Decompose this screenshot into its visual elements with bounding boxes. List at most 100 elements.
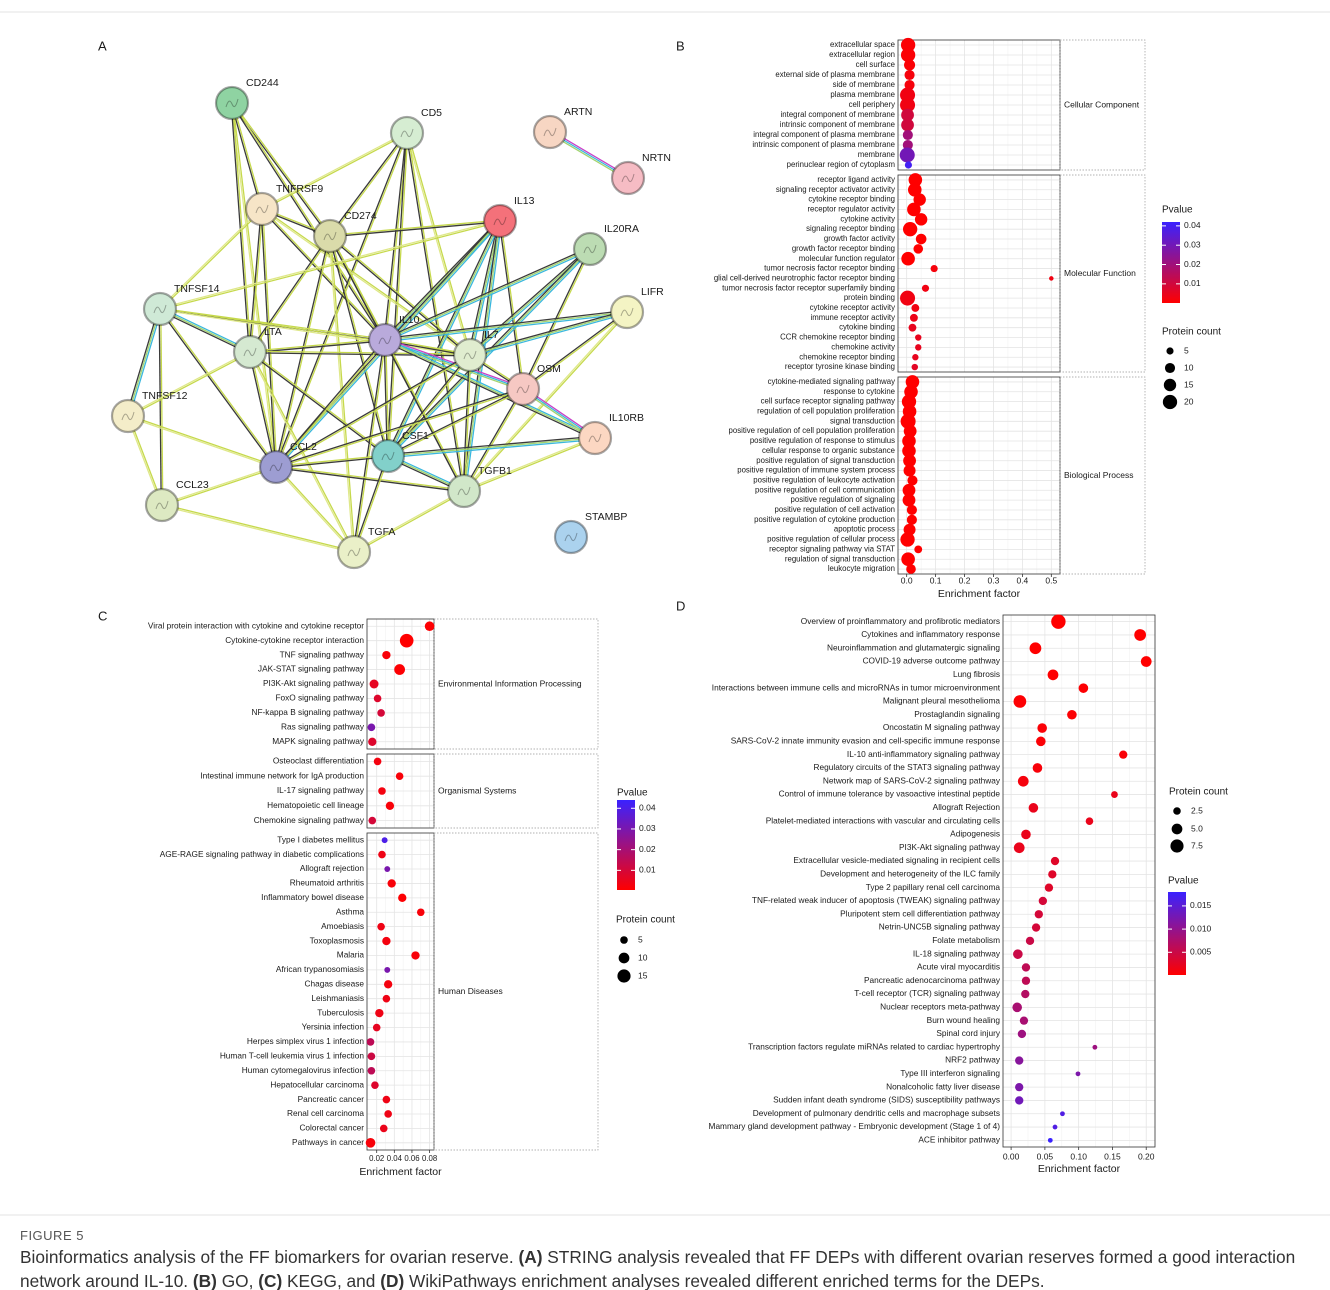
- x-tick-label: 0.02: [369, 1154, 384, 1163]
- term-label: positive regulation of signaling: [791, 495, 895, 504]
- dot: [368, 1067, 376, 1075]
- dot: [380, 1125, 388, 1133]
- x-axis-label: Enrichment factor: [938, 588, 1021, 600]
- node-label: IL10RB: [609, 412, 644, 424]
- dot: [1039, 897, 1047, 905]
- x-tick-label: 0.3: [988, 575, 1000, 585]
- x-axis-label: Enrichment factor: [1038, 1163, 1121, 1175]
- term-label: positive regulation of leukocyte activat…: [753, 475, 895, 484]
- dot: [377, 923, 385, 931]
- caption-text: (A): [518, 1247, 542, 1267]
- dot: [368, 738, 376, 746]
- dot: [1049, 276, 1054, 281]
- dot: [382, 837, 388, 843]
- term-label: cytokine binding: [839, 323, 895, 332]
- term-label: Herpes simplex virus 1 infection: [247, 1036, 365, 1046]
- term-label: immune receptor activity: [811, 313, 896, 322]
- term-label: Development of pulmonary dendritic cells…: [753, 1108, 1000, 1118]
- term-label: integral component of membrane: [781, 110, 895, 119]
- term-label: positive regulation of cytokine producti…: [754, 515, 895, 524]
- dot: [382, 937, 390, 945]
- dot: [905, 161, 912, 168]
- dot: [1021, 990, 1029, 998]
- term-label: leukocyte migration: [828, 564, 895, 573]
- term-label: Allograft rejection: [300, 863, 364, 873]
- term-label: Intestinal immune network for IgA produc…: [200, 770, 364, 780]
- panel-label: A: [98, 38, 107, 53]
- dot: [1018, 1030, 1026, 1038]
- term-label: positive regulation of cellular process: [767, 535, 895, 544]
- size-key-label: 10: [638, 952, 648, 962]
- network-edge: [128, 415, 276, 466]
- size-key: [1165, 363, 1175, 373]
- dot: [1067, 710, 1077, 720]
- dot: [1037, 723, 1047, 733]
- figure-caption: Bioinformatics analysis of the FF biomar…: [20, 1245, 1320, 1290]
- facet-label: Cellular Component: [1064, 99, 1140, 109]
- dot: [1036, 737, 1046, 747]
- dot: [384, 866, 390, 872]
- dot: [383, 995, 391, 1003]
- dot: [373, 1024, 381, 1032]
- caption-text: (D): [380, 1271, 404, 1290]
- size-key-label: 10: [1184, 362, 1194, 372]
- term-label: intrinsic component of membrane: [780, 120, 895, 129]
- dot: [368, 817, 376, 825]
- size-key: [1170, 839, 1183, 852]
- facet-label: Environmental Information Processing: [438, 678, 582, 688]
- network-edge: [263, 209, 277, 467]
- term-label: membrane: [858, 150, 895, 159]
- term-label: cell periphery: [849, 100, 895, 109]
- facet-label: Human Diseases: [438, 986, 503, 996]
- dot: [1053, 1125, 1058, 1130]
- dot: [1013, 949, 1023, 959]
- dot: [1026, 937, 1034, 945]
- term-label: SARS-CoV-2 innate immunity evasion and c…: [731, 736, 1001, 746]
- dot: [903, 494, 916, 507]
- dot: [906, 564, 916, 574]
- node-label: IL7: [484, 329, 499, 341]
- dot: [1045, 883, 1053, 891]
- term-label: tumor necrosis factor receptor superfami…: [722, 283, 895, 292]
- dot: [907, 515, 917, 525]
- dot: [383, 1096, 391, 1104]
- term-label: cytokine-mediated signaling pathway: [768, 377, 896, 386]
- node-label: IL13: [514, 195, 535, 207]
- term-label: Amoebiasis: [321, 921, 364, 931]
- term-label: external side of plasma membrane: [775, 70, 895, 79]
- term-label: NF-kappa B signaling pathway: [251, 707, 364, 717]
- term-label: Network map of SARS-CoV-2 signaling path…: [823, 775, 1001, 785]
- size-key-label: 5: [638, 934, 643, 944]
- term-label: chemokine receptor binding: [799, 352, 895, 361]
- term-label: Leishmaniasis: [311, 993, 364, 1003]
- dot: [417, 908, 425, 916]
- term-label: Inflammatory bowel disease: [261, 892, 364, 902]
- dot: [1030, 642, 1042, 654]
- color-bar-label: 0.03: [639, 823, 656, 833]
- term-label: Regulatory circuits of the STAT3 signali…: [814, 762, 1001, 772]
- term-label: Renal cell carcinoma: [287, 1108, 364, 1118]
- node-label: STAMBP: [585, 511, 627, 523]
- x-tick-label: 0.04: [387, 1154, 403, 1163]
- term-label: Toxoplasmosis: [310, 935, 364, 945]
- figure-panels: A CD244CD5ARTNNRTNTNFRSF9CD274IL13IL20RA…: [0, 0, 1330, 1222]
- size-key-label: 15: [638, 970, 648, 980]
- term-label: Chagas disease: [304, 978, 364, 988]
- term-label: COVID-19 adverse outcome pathway: [863, 656, 1001, 666]
- caption-text: (B): [193, 1271, 217, 1290]
- dot: [1051, 614, 1065, 628]
- x-tick-label: 0.00: [1003, 1151, 1020, 1161]
- dot: [1022, 977, 1030, 985]
- term-label: apoptotic process: [834, 525, 895, 534]
- term-label: positive regulation of response to stimu…: [750, 436, 895, 445]
- term-label: plasma membrane: [830, 90, 895, 99]
- dot: [1048, 1138, 1053, 1143]
- term-label: Tuberculosis: [317, 1007, 364, 1017]
- term-label: positive regulation of immune system pro…: [737, 466, 895, 475]
- node-label: CD5: [421, 107, 442, 119]
- dot: [900, 147, 915, 162]
- figure: A CD244CD5ARTNNRTNTNFRSF9CD274IL13IL20RA…: [0, 0, 1330, 1290]
- legend-title: Protein count: [616, 915, 675, 926]
- term-label: extracellular region: [829, 50, 895, 59]
- size-key: [1166, 347, 1173, 354]
